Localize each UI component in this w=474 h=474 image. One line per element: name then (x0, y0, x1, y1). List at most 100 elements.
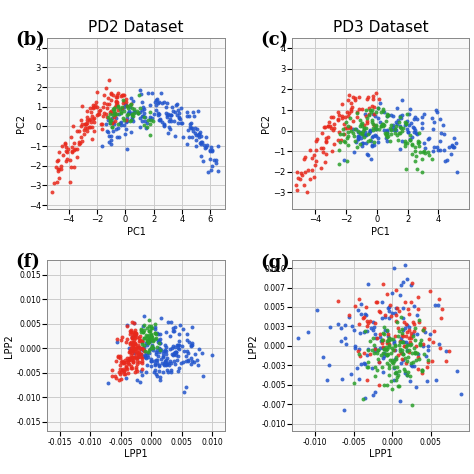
Point (164, 369, 171, 376)
Point (406, 136, 414, 144)
Point (334, 116, 342, 124)
Point (363, 150, 371, 157)
Point (421, 350, 428, 358)
Point (174, 106, 182, 113)
Point (296, 175, 304, 182)
Point (135, 343, 143, 351)
Point (125, 109, 132, 117)
Point (140, 347, 148, 355)
Point (122, 374, 129, 382)
Point (107, 137, 114, 144)
Point (130, 347, 137, 355)
Point (75, 140, 83, 148)
Point (129, 341, 137, 349)
Point (62, 147, 69, 155)
Point (149, 336, 156, 344)
Point (425, 151, 433, 159)
Point (353, 138, 360, 146)
Point (188, 134, 196, 141)
Point (186, 134, 193, 141)
Point (145, 323, 153, 330)
Point (172, 132, 179, 140)
Point (389, 356, 396, 364)
Point (128, 319, 136, 326)
Point (145, 327, 153, 334)
Point (115, 110, 123, 118)
Point (159, 353, 167, 360)
Point (383, 351, 390, 358)
Point (385, 344, 392, 351)
Point (168, 111, 175, 118)
Point (403, 371, 411, 379)
Point (367, 155, 374, 163)
Point (181, 389, 188, 396)
Point (107, 91, 115, 98)
Point (400, 304, 407, 311)
Point (385, 371, 393, 378)
Point (90, 128, 98, 135)
Point (401, 369, 409, 376)
Point (162, 346, 169, 354)
Point (369, 392, 377, 399)
Point (368, 324, 375, 331)
Point (55, 167, 62, 175)
Point (139, 112, 146, 119)
Point (183, 140, 191, 148)
Point (312, 161, 319, 169)
Point (351, 302, 358, 310)
Point (152, 330, 160, 337)
Point (107, 140, 115, 148)
Point (124, 356, 131, 364)
Point (383, 337, 391, 344)
Point (380, 346, 388, 353)
Point (410, 327, 418, 335)
Point (149, 344, 157, 351)
Point (92, 99, 100, 106)
Point (139, 328, 147, 335)
Point (73, 128, 81, 135)
Point (125, 356, 133, 364)
Point (397, 114, 405, 122)
Point (368, 346, 375, 354)
Point (360, 125, 368, 132)
Point (154, 352, 162, 360)
Point (407, 332, 414, 340)
Point (147, 322, 155, 329)
Point (352, 126, 360, 133)
Point (151, 335, 159, 343)
Point (349, 129, 357, 137)
Point (406, 377, 414, 384)
Point (133, 377, 141, 384)
Point (163, 356, 170, 364)
Point (403, 321, 410, 329)
Point (168, 350, 176, 357)
Point (408, 360, 415, 367)
Point (188, 342, 195, 349)
Point (351, 344, 359, 352)
Point (320, 123, 328, 131)
Point (391, 129, 399, 137)
Point (194, 108, 201, 115)
Point (172, 348, 179, 356)
Point (146, 337, 154, 345)
Point (354, 113, 361, 121)
Point (435, 340, 442, 348)
Point (207, 155, 214, 163)
Point (61, 140, 68, 147)
Point (384, 338, 392, 346)
Point (132, 329, 139, 337)
Point (83, 125, 91, 132)
Point (366, 350, 374, 358)
Point (318, 130, 325, 137)
Point (401, 261, 409, 269)
Point (69, 148, 76, 155)
Point (128, 354, 136, 361)
Point (437, 345, 444, 352)
Point (399, 137, 406, 145)
Point (439, 121, 447, 128)
Point (301, 182, 308, 189)
Point (345, 311, 353, 319)
Point (306, 175, 313, 183)
Point (156, 339, 164, 347)
Point (366, 337, 374, 345)
